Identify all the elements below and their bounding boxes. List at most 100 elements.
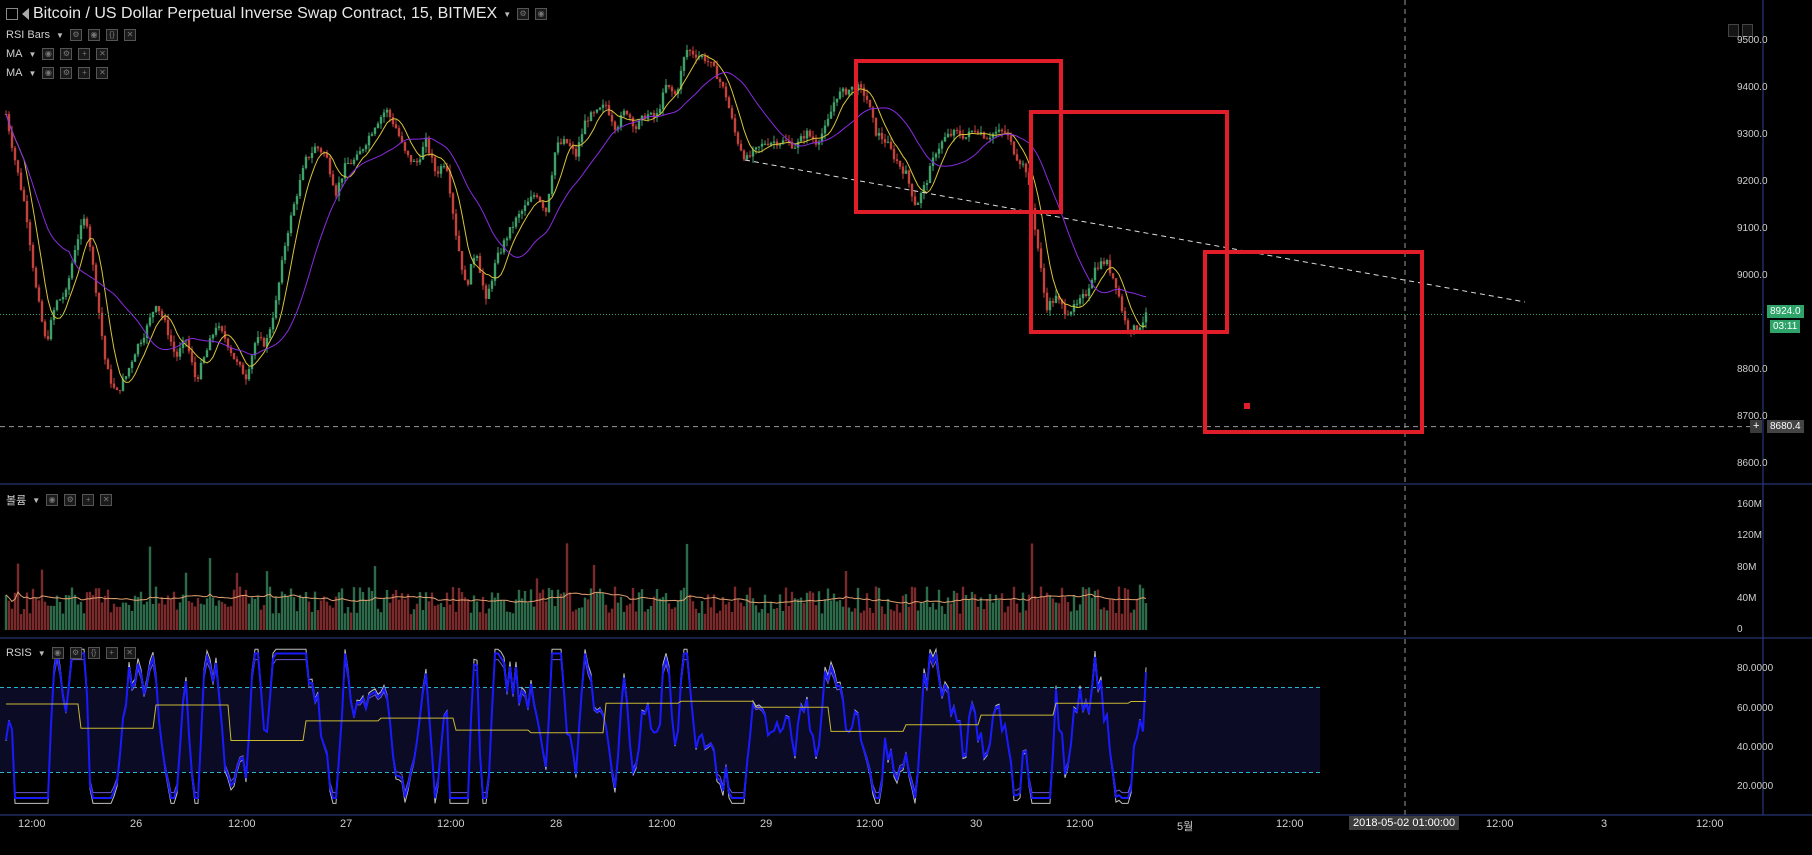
settings-icon[interactable]: ⚙ <box>60 48 73 60</box>
volume-bar <box>901 595 905 630</box>
candle-body <box>634 126 638 129</box>
volume-bar <box>205 598 209 630</box>
indicator-legend-ma-2[interactable]: MA ▼ ◉ ⚙ + ✕ <box>6 67 109 79</box>
candle-body <box>382 112 386 118</box>
volume-bar <box>223 603 227 630</box>
volume-bar <box>166 595 170 630</box>
candle-body <box>1069 311 1073 315</box>
volume-bar <box>277 613 281 630</box>
volume-bar <box>649 605 653 630</box>
volume-bar <box>577 607 581 630</box>
volume-bar <box>928 607 932 630</box>
plus-icon[interactable]: + <box>82 494 95 506</box>
chevron-down-icon[interactable]: ▼ <box>37 648 46 658</box>
volume-bar <box>616 602 620 630</box>
indicator-label[interactable]: MA <box>6 48 23 60</box>
eye-icon[interactable]: ◉ <box>51 647 64 659</box>
volume-bar <box>733 586 737 630</box>
chevron-down-icon[interactable]: ▼ <box>32 495 41 505</box>
eye-icon[interactable]: ◉ <box>535 8 548 20</box>
plus-icon[interactable]: + <box>78 67 91 79</box>
candle-body <box>943 137 947 142</box>
settings-icon[interactable]: ⚙ <box>64 494 77 506</box>
volume-bar <box>217 600 221 630</box>
volume-bar <box>436 604 440 630</box>
volume-bar <box>985 599 989 630</box>
settings-icon[interactable]: ⚙ <box>69 29 82 41</box>
candle-body <box>424 137 428 147</box>
eye-icon[interactable]: ◉ <box>87 29 100 41</box>
candle-body <box>109 369 113 384</box>
settings-icon[interactable]: ⚙ <box>517 8 530 20</box>
candle-body <box>1015 154 1019 161</box>
source-icon[interactable]: {} <box>87 647 100 659</box>
volume-legend[interactable]: 볼륨 ▼ ◉ ⚙ + ✕ <box>6 492 113 508</box>
candle-body <box>727 97 731 109</box>
chevron-down-icon[interactable]: ▼ <box>503 9 512 19</box>
settings-icon[interactable]: ⚙ <box>69 647 82 659</box>
candle-body <box>40 301 44 322</box>
indicator-label[interactable]: MA <box>6 67 23 79</box>
candle-body <box>883 139 887 143</box>
candle-body <box>670 87 674 92</box>
eye-icon[interactable]: ◉ <box>42 67 55 79</box>
candle-body <box>28 222 32 246</box>
indicator-legend-ma-1[interactable]: MA ▼ ◉ ⚙ + ✕ <box>6 48 109 60</box>
candle-body <box>1009 135 1013 142</box>
candle-body <box>733 118 737 133</box>
volume-label[interactable]: 볼륨 <box>6 495 27 507</box>
candle-body <box>433 157 437 172</box>
candle-body <box>496 252 500 264</box>
rsi-legend[interactable]: RSIS ▼ ◉ ⚙ {} + ✕ <box>6 647 136 659</box>
candle-body <box>430 153 434 158</box>
candle-body <box>205 350 209 358</box>
candle-body <box>838 91 842 99</box>
chevron-down-icon[interactable]: ▼ <box>28 68 37 78</box>
candle-body <box>226 338 230 348</box>
candle-body <box>52 310 56 321</box>
candle-body <box>19 172 23 190</box>
collapse-icon[interactable] <box>6 8 18 20</box>
price-tick: 8600.0 <box>1737 458 1768 469</box>
volume-bar <box>169 599 173 630</box>
pane-maximize-icon[interactable] <box>1742 24 1753 37</box>
settings-icon[interactable]: ⚙ <box>60 67 73 79</box>
close-icon[interactable]: ✕ <box>100 494 113 506</box>
volume-bar <box>904 594 908 630</box>
volume-bar <box>778 594 782 630</box>
candle-body <box>919 193 923 204</box>
volume-bar <box>301 597 305 630</box>
chevron-down-icon[interactable]: ▼ <box>28 49 37 59</box>
volume-bar <box>940 606 944 630</box>
candle-body <box>1126 320 1130 330</box>
plus-icon[interactable]: + <box>78 48 91 60</box>
volume-bar <box>535 578 539 630</box>
plus-icon[interactable]: + <box>105 647 118 659</box>
volume-bar <box>709 607 713 630</box>
indicator-label[interactable]: RSI Bars <box>6 29 51 41</box>
crosshair-plus-icon[interactable]: + <box>1750 420 1763 433</box>
indicator-legend-rsi-bars[interactable]: RSI Bars ▼ ⚙ ◉ {} ✕ <box>6 29 136 41</box>
pane-down-icon[interactable] <box>1728 24 1739 37</box>
rsi-yellow-line <box>6 700 1146 741</box>
candle-body <box>268 329 272 339</box>
eye-icon[interactable]: ◉ <box>46 494 59 506</box>
time-tick: 29 <box>760 818 773 830</box>
eye-icon[interactable]: ◉ <box>42 48 55 60</box>
source-icon[interactable]: {} <box>105 29 118 41</box>
symbol-title[interactable]: Bitcoin / US Dollar Perpetual Inverse Sw… <box>33 5 498 22</box>
chevron-down-icon[interactable]: ▼ <box>56 30 64 40</box>
bar-countdown-badge: 03:11 <box>1770 320 1801 333</box>
candle-body <box>1102 261 1106 265</box>
candle-body <box>655 113 659 118</box>
candle-body <box>76 239 80 251</box>
close-icon[interactable]: ✕ <box>96 48 109 60</box>
volume-bar <box>1057 603 1061 630</box>
close-icon[interactable]: ✕ <box>123 647 136 659</box>
close-icon[interactable]: ✕ <box>123 29 136 41</box>
close-icon[interactable]: ✕ <box>96 67 109 79</box>
rsi-label[interactable]: RSIS <box>6 647 32 659</box>
candle-body <box>613 121 617 130</box>
candle-body <box>625 110 629 115</box>
